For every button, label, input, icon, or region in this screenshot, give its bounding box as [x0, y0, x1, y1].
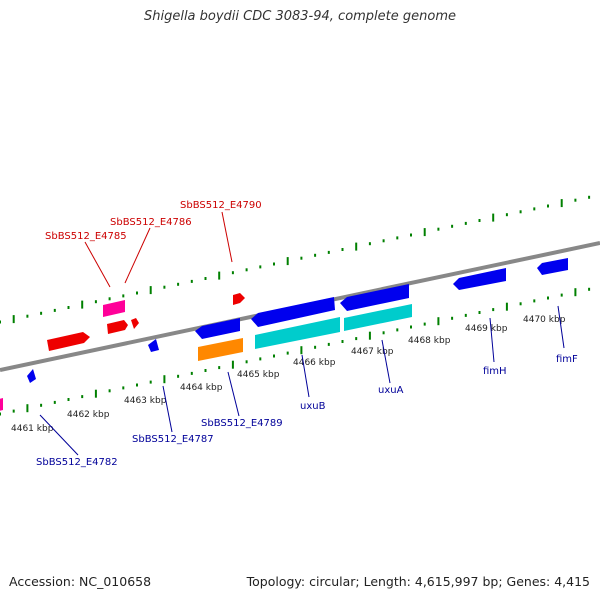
gene-label-top[interactable]: SbBS512_E4786 [110, 217, 192, 228]
gene-label-bottom[interactable]: SbBS512_E4787 [132, 434, 214, 445]
gene-arrow[interactable] [340, 284, 409, 311]
gene-arrow[interactable] [233, 293, 245, 305]
gene-arrow[interactable] [255, 317, 340, 349]
gene-label-bottom[interactable]: fimF [556, 354, 578, 365]
gene-label-bottom[interactable]: uxuA [378, 385, 404, 396]
gene-arrow[interactable] [198, 338, 243, 361]
scale-label: 4464 kbp [180, 383, 223, 393]
gene-arrow[interactable] [148, 339, 159, 352]
bottom-gene-labels: SbBS512_E4782 SbBS512_E4787 SbBS512_E478… [36, 305, 578, 468]
bottom-ruler [0, 287, 591, 416]
gene-arrow[interactable] [251, 297, 335, 327]
gene-label-bottom[interactable]: SbBS512_E4782 [36, 457, 118, 468]
accession-label: Accession: NC_010658 [9, 574, 152, 589]
gene-arrow[interactable] [453, 268, 506, 290]
top-gene-labels: SbBS512_E4785 SbBS512_E4786 SbBS512_E479… [45, 200, 262, 288]
gene-arrow[interactable] [27, 369, 36, 383]
gene-arrow[interactable] [537, 258, 568, 275]
scale-label: 4467 kbp [351, 347, 394, 357]
gene-arrow[interactable] [344, 304, 412, 331]
scale-label: 4462 kbp [67, 410, 110, 420]
genome-title: Shigella boydii CDC 3083-94, complete ge… [143, 9, 457, 24]
top-ruler [0, 195, 591, 324]
scale-label: 4470 kbp [523, 315, 566, 325]
scale-label: 4461 kbp [11, 424, 54, 434]
gene-label-bottom[interactable]: fimH [483, 366, 507, 377]
scale-label: 4463 kbp [124, 396, 167, 406]
gene-arrow[interactable] [47, 332, 90, 351]
gene-label-bottom[interactable]: SbBS512_E4789 [201, 418, 283, 429]
gene-label-top[interactable]: SbBS512_E4785 [45, 231, 127, 242]
bottom-strand-genes [27, 258, 568, 383]
gene-arrow[interactable] [195, 318, 240, 339]
gene-arrow[interactable] [103, 300, 125, 317]
gene-arrow[interactable] [107, 320, 128, 334]
gene-label-top[interactable]: SbBS512_E4790 [180, 200, 262, 211]
top-strand-genes [0, 293, 245, 412]
scale-label: 4466 kbp [293, 358, 336, 368]
gene-label-bottom[interactable]: uxuB [300, 401, 326, 412]
gene-arrow[interactable] [0, 398, 3, 412]
scale-label: 4469 kbp [465, 324, 508, 334]
genome-stats: Topology: circular; Length: 4,615,997 bp… [246, 574, 590, 589]
scale-labels: 4461 kbp 4462 kbp 4463 kbp 4464 kbp 4465 kbp… [11, 315, 566, 434]
gene-arrow[interactable] [131, 318, 139, 329]
scale-label: 4468 kbp [408, 336, 451, 346]
scale-label: 4465 kbp [237, 370, 280, 380]
